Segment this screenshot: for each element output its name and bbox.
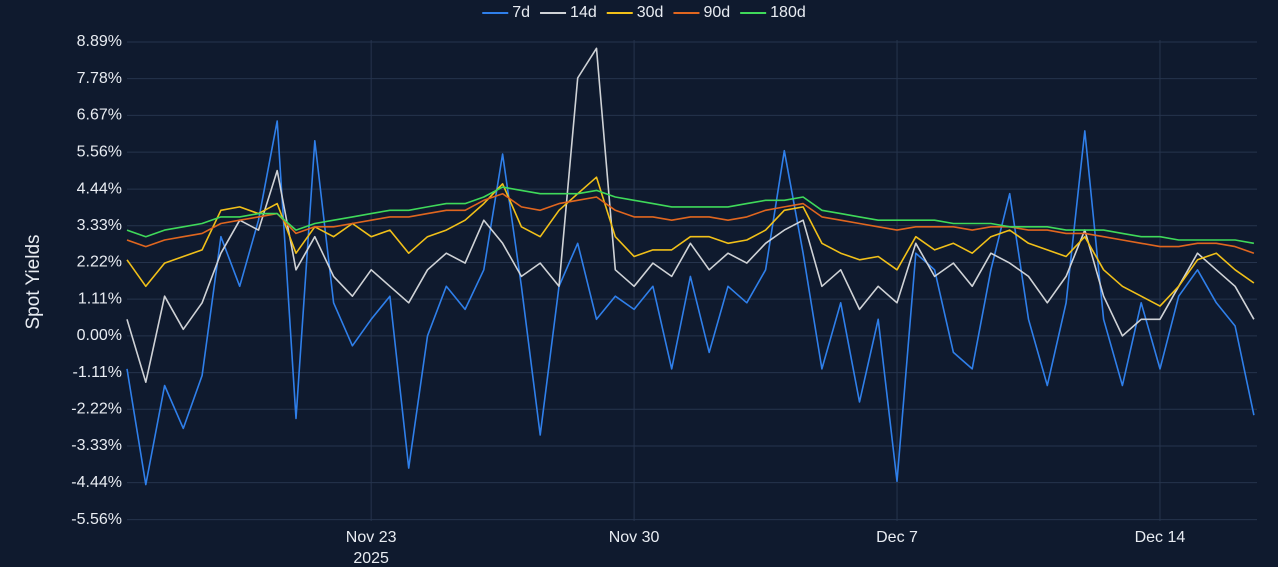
y-tick-label: 2.22% [77, 254, 122, 271]
series-line [126, 176, 1255, 307]
y-tick-label: -2.22% [71, 400, 122, 417]
series-line [126, 120, 1255, 486]
y-tick-label: 4.44% [77, 180, 122, 197]
y-tick-label: -3.33% [71, 437, 122, 454]
x-tick-label: Dec 7 [876, 529, 918, 546]
y-tick-label: 3.33% [77, 217, 122, 234]
x-tick-label: Nov 23 2025 [345, 529, 397, 567]
legend-label: 180d [770, 4, 806, 21]
x-tick-label: Dec 14 [1134, 529, 1186, 546]
y-tick-label: 1.11% [78, 290, 122, 307]
y-tick-label: 0.00% [77, 327, 122, 344]
y-tick-label: 5.56% [77, 143, 122, 160]
y-tick-label: 7.78% [77, 70, 122, 87]
legend-label: 7d [512, 4, 530, 21]
legend-label: 14d [570, 4, 597, 21]
y-tick-label: -5.56% [71, 511, 122, 528]
series-line [126, 186, 1255, 245]
x-tick-label: Nov 30 [608, 529, 660, 546]
series-line [126, 47, 1255, 383]
y-tick-label: -4.44% [71, 474, 122, 491]
series-line [126, 192, 1255, 254]
legend-label: 30d [637, 4, 664, 21]
y-tick-label: -1.11% [72, 364, 122, 381]
y-tick-label: 6.67% [77, 107, 122, 124]
y-axis-title: Spot Yields [23, 234, 44, 329]
legend: 7d 14d 30d 90d 180d [482, 4, 806, 21]
legend-label: 90d [703, 4, 730, 21]
y-tick-label: 8.89% [77, 33, 122, 50]
